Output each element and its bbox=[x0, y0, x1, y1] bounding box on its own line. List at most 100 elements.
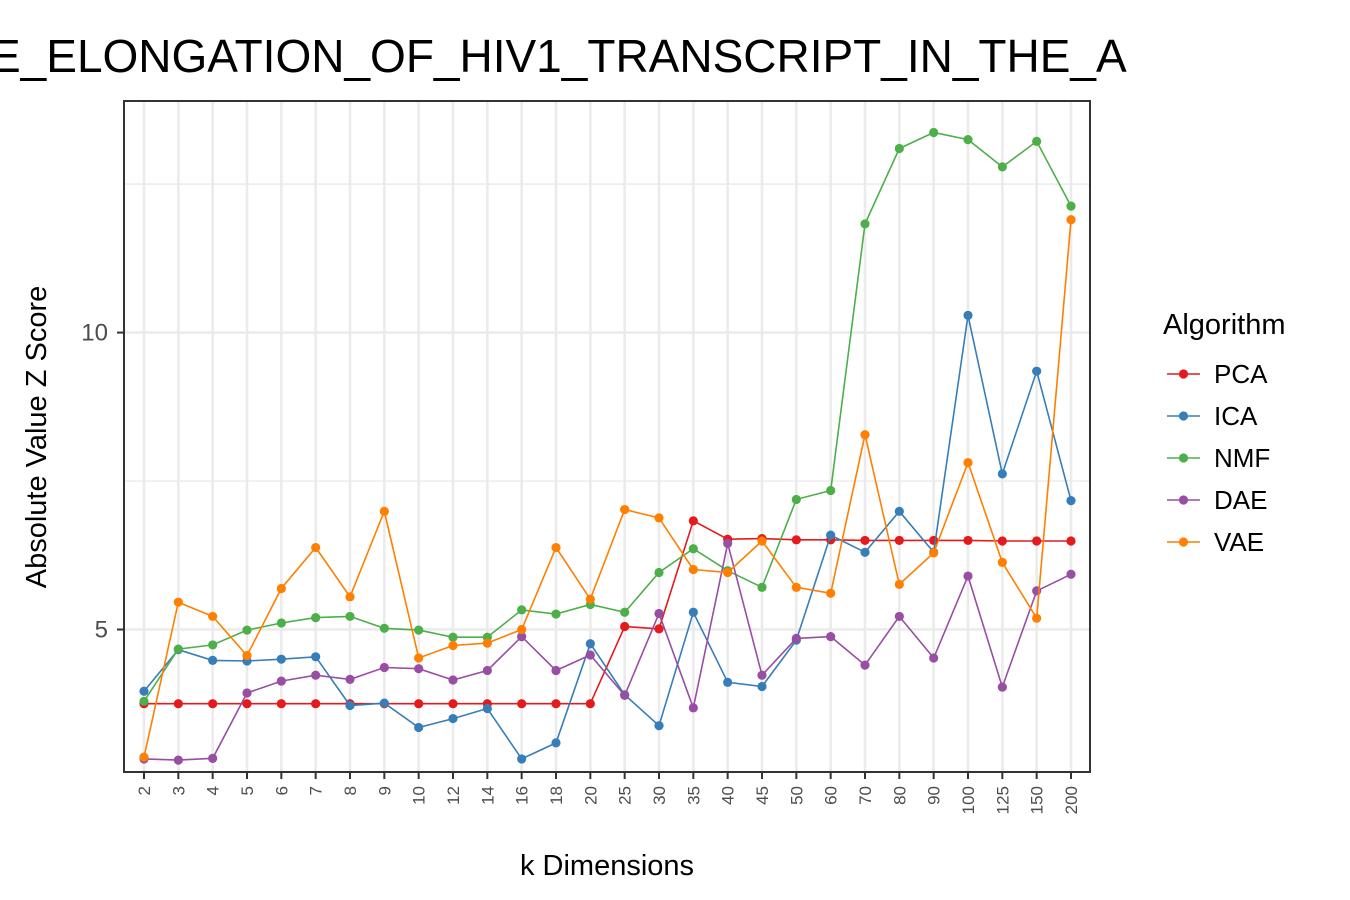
point-nmf bbox=[963, 134, 973, 145]
point-vae bbox=[1032, 613, 1042, 623]
legend-item-vae: VAE bbox=[1167, 527, 1264, 557]
point-nmf bbox=[654, 567, 664, 578]
point-vae bbox=[345, 592, 355, 602]
point-ica bbox=[414, 722, 424, 733]
point-nmf bbox=[929, 127, 939, 138]
x-tick-label: 16 bbox=[513, 786, 532, 805]
point-dae bbox=[208, 753, 218, 763]
legend-key-point bbox=[1178, 495, 1189, 505]
x-tick-label: 9 bbox=[375, 786, 394, 795]
x-tick-label: 3 bbox=[169, 786, 188, 795]
x-tick-label: 50 bbox=[787, 786, 806, 805]
point-pca bbox=[654, 624, 664, 634]
legend-title: Algorithm bbox=[1163, 309, 1286, 341]
legend-key-point bbox=[1178, 369, 1189, 379]
point-dae bbox=[1066, 569, 1076, 579]
point-vae bbox=[208, 611, 218, 622]
point-vae bbox=[929, 548, 939, 558]
point-vae bbox=[997, 557, 1007, 567]
point-ica bbox=[688, 607, 698, 617]
legend-key-point bbox=[1178, 411, 1189, 421]
x-tick-label: 150 bbox=[1028, 786, 1047, 814]
x-tick-label: 25 bbox=[616, 786, 635, 805]
legend-label: VAE bbox=[1214, 527, 1264, 557]
point-vae bbox=[860, 430, 870, 440]
point-ica bbox=[448, 713, 458, 724]
point-vae bbox=[173, 597, 183, 607]
x-tick-label: 125 bbox=[993, 786, 1012, 814]
x-tick-label: 60 bbox=[822, 786, 841, 805]
point-vae bbox=[757, 536, 767, 546]
point-nmf bbox=[997, 162, 1007, 172]
x-tick-label: 200 bbox=[1062, 786, 1081, 814]
point-ica bbox=[379, 698, 389, 708]
grid-minor bbox=[124, 183, 1090, 482]
point-dae bbox=[311, 670, 321, 680]
y-tick-label: 5 bbox=[95, 616, 108, 643]
point-dae bbox=[757, 670, 767, 680]
point-ica bbox=[757, 681, 767, 692]
legend-items: PCA ICA NMF DAE VAE bbox=[1167, 359, 1270, 557]
point-nmf bbox=[826, 485, 836, 496]
x-tick-label: 40 bbox=[719, 786, 738, 805]
point-vae bbox=[276, 583, 286, 594]
legend-item-nmf: NMF bbox=[1167, 443, 1270, 473]
point-vae bbox=[311, 542, 321, 553]
x-tick-label: 90 bbox=[925, 786, 944, 805]
point-nmf bbox=[517, 605, 527, 615]
x-tick-label: 20 bbox=[581, 786, 600, 805]
point-dae bbox=[242, 688, 252, 698]
point-pca bbox=[585, 699, 595, 709]
series-line-vae bbox=[143, 219, 1072, 758]
point-dae bbox=[276, 676, 286, 686]
point-dae bbox=[654, 608, 664, 619]
point-vae bbox=[551, 542, 561, 553]
point-pca bbox=[173, 699, 183, 709]
point-nmf bbox=[311, 613, 321, 623]
y-axis: 5 10 bbox=[81, 320, 124, 643]
x-tick-label: 45 bbox=[753, 786, 772, 805]
point-dae bbox=[448, 675, 458, 685]
point-pca bbox=[448, 699, 458, 709]
point-dae bbox=[929, 653, 939, 663]
point-dae bbox=[551, 665, 561, 676]
point-pca bbox=[688, 516, 698, 526]
point-ica bbox=[585, 639, 595, 649]
point-pca bbox=[1066, 536, 1076, 546]
point-vae bbox=[242, 651, 252, 661]
point-nmf bbox=[1032, 136, 1042, 146]
point-vae bbox=[620, 504, 630, 515]
point-ica bbox=[208, 655, 218, 665]
x-tick-label: 70 bbox=[856, 786, 875, 805]
x-tick-label: 30 bbox=[650, 786, 669, 805]
chart-title: E_ELONGATION_OF_HIV1_TRANSCRIPT_IN_THE_A bbox=[0, 30, 1127, 82]
x-tick-label: 14 bbox=[478, 786, 497, 805]
point-pca bbox=[860, 535, 870, 546]
point-nmf bbox=[551, 609, 561, 619]
point-pca bbox=[997, 536, 1007, 546]
x-tick-label: 12 bbox=[444, 786, 463, 805]
point-nmf bbox=[894, 143, 904, 154]
point-dae bbox=[414, 664, 424, 674]
series-line-nmf bbox=[143, 131, 1072, 702]
point-ica bbox=[311, 652, 321, 662]
point-dae bbox=[894, 611, 904, 622]
point-pca bbox=[242, 699, 252, 709]
x-tick-label: 35 bbox=[684, 786, 703, 805]
point-vae bbox=[448, 640, 458, 651]
point-ica bbox=[963, 310, 973, 320]
point-nmf bbox=[208, 640, 218, 650]
point-nmf bbox=[757, 582, 767, 592]
x-axis-label: k Dimensions bbox=[520, 850, 694, 882]
point-dae bbox=[963, 571, 973, 581]
point-dae bbox=[826, 632, 836, 642]
point-pca bbox=[1032, 536, 1042, 546]
point-pca bbox=[551, 699, 561, 709]
series-nmf bbox=[139, 127, 1076, 706]
point-vae bbox=[791, 582, 801, 592]
point-dae bbox=[345, 674, 355, 684]
series-dae bbox=[139, 538, 1076, 765]
point-dae bbox=[379, 662, 389, 673]
legend-label: NMF bbox=[1214, 443, 1270, 473]
